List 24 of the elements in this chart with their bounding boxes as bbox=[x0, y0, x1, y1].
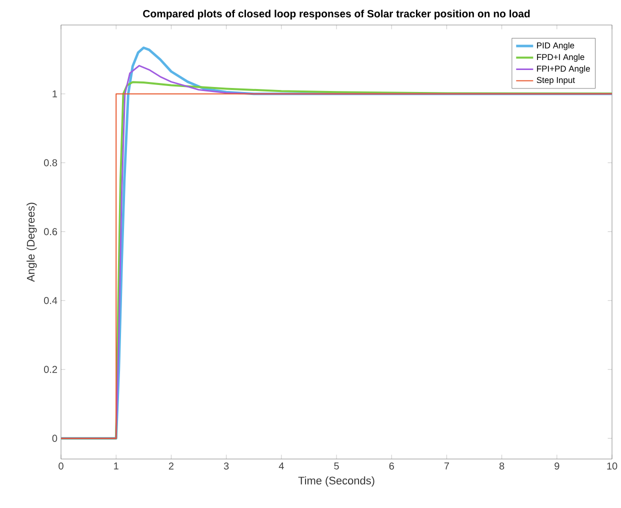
x-tick-label: 3 bbox=[224, 462, 229, 470]
legend-label: PID Angle bbox=[537, 42, 574, 50]
x-tick-label: 4 bbox=[278, 462, 284, 470]
y-tick-label: 0.2 bbox=[44, 366, 57, 373]
x-tick-label: 6 bbox=[389, 462, 394, 470]
x-tick-label: 8 bbox=[499, 462, 504, 470]
y-tick-label: 1 bbox=[52, 90, 57, 98]
legend-label: FPI+PD Angle bbox=[537, 65, 590, 74]
legend-label: Step Input bbox=[536, 77, 575, 85]
x-tick-label: 7 bbox=[444, 462, 449, 470]
x-tick-label: 1 bbox=[114, 462, 118, 470]
y-tick-label: 0 bbox=[52, 434, 58, 442]
x-tick-label: 2 bbox=[168, 462, 174, 470]
legend-label: FPD+I Angle bbox=[537, 54, 584, 62]
x-tick-label: 9 bbox=[554, 462, 560, 470]
x-axis-title: Time (Seconds) bbox=[298, 476, 374, 487]
y-axis-title: Angle (Degrees) bbox=[26, 202, 37, 282]
x-tick-label: 10 bbox=[607, 462, 618, 470]
y-tick-label: 0.4 bbox=[44, 297, 58, 304]
y-tick-label: 0.8 bbox=[44, 159, 58, 166]
chart-title: Compared plots of closed loop responses of Solar tracker position on no load bbox=[143, 10, 530, 20]
x-tick-label: 5 bbox=[334, 462, 339, 470]
y-tick-label: 0.6 bbox=[44, 228, 58, 236]
x-tick-label: 0 bbox=[58, 462, 64, 470]
